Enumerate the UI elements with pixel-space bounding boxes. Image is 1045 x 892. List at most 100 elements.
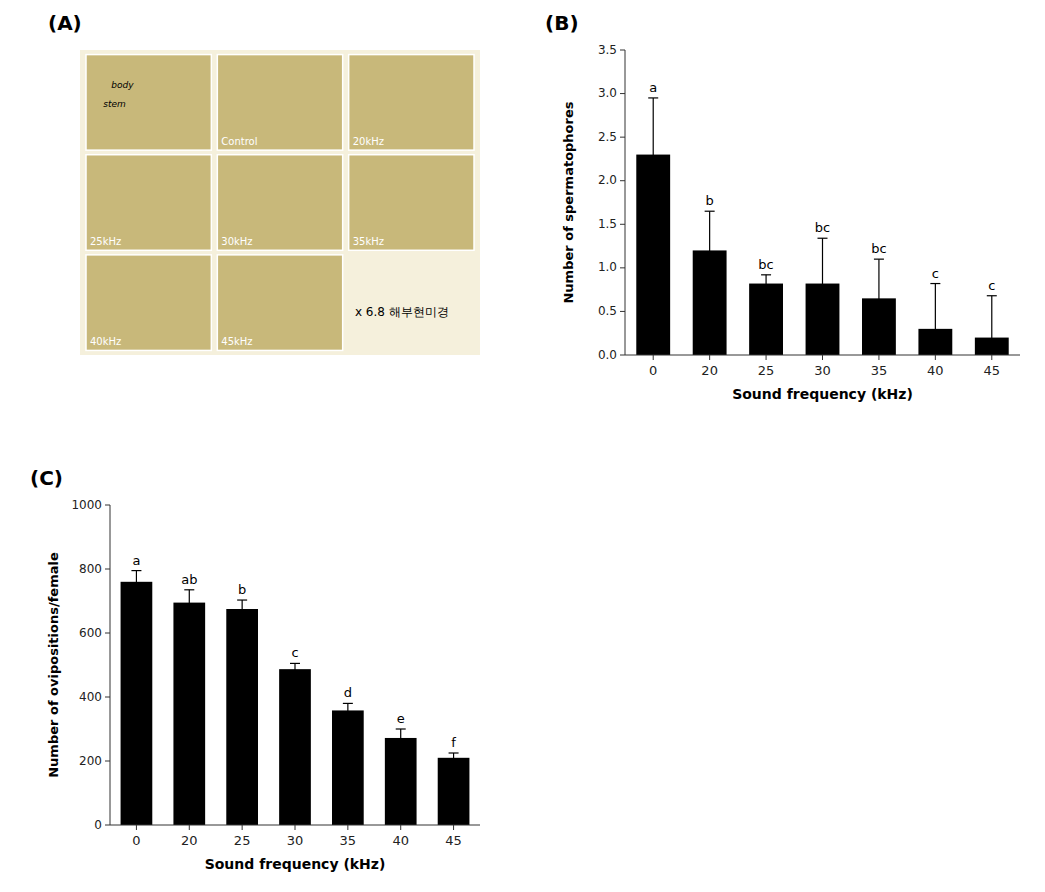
annotation: stem xyxy=(103,99,126,109)
significance-letter: b xyxy=(706,193,714,208)
bar xyxy=(121,582,153,825)
significance-letter: d xyxy=(344,685,352,700)
error-cap xyxy=(449,752,459,753)
y-axis-label: Number of ovipositions/female xyxy=(46,552,61,778)
x-tick-label: 30 xyxy=(287,833,304,848)
error-stem xyxy=(189,590,190,616)
x-tick xyxy=(242,825,243,830)
error-cap xyxy=(343,703,353,704)
error-stem xyxy=(935,284,936,355)
cell-label: 35kHz xyxy=(353,236,384,247)
error-bar xyxy=(705,211,715,289)
x-tick xyxy=(766,355,767,360)
caption: x 6.8 해부현미경 xyxy=(355,305,449,319)
error-stem xyxy=(242,600,243,618)
bar xyxy=(173,603,205,825)
x-tick-label: 25 xyxy=(758,363,775,378)
significance-letter: c xyxy=(291,645,298,660)
x-tick xyxy=(347,825,348,830)
image-cell xyxy=(349,55,474,151)
error-stem xyxy=(653,98,654,211)
error-cap xyxy=(290,674,300,675)
error-cap xyxy=(648,211,658,212)
error-stem xyxy=(294,663,295,675)
x-tick-label: 45 xyxy=(984,363,1001,378)
bar xyxy=(332,710,364,825)
y-axis xyxy=(110,505,111,825)
y-tick-label: 800 xyxy=(79,562,102,576)
image-cell xyxy=(217,55,342,151)
x-tick-label: 20 xyxy=(181,833,198,848)
error-cap xyxy=(987,295,997,296)
bar xyxy=(749,284,783,355)
y-tick-label: 0.0 xyxy=(598,348,617,362)
panel-background xyxy=(80,50,480,355)
error-stem xyxy=(822,238,823,329)
x-tick-label: 30 xyxy=(814,363,831,378)
x-tick-label: 0 xyxy=(649,363,657,378)
x-tick xyxy=(822,355,823,360)
error-cap xyxy=(818,238,828,239)
y-tick-label: 1.0 xyxy=(598,260,617,274)
significance-letter: c xyxy=(988,278,995,293)
error-cap xyxy=(761,292,771,293)
error-stem xyxy=(765,275,766,292)
y-tick xyxy=(620,224,625,225)
error-cap xyxy=(290,663,300,664)
error-bar xyxy=(930,284,940,355)
error-cap xyxy=(761,274,771,275)
bar-panel: 0.00.51.01.52.02.53.03.5abbcbcbccc020253… xyxy=(545,11,1020,402)
y-tick-label: 200 xyxy=(79,754,102,768)
y-tick xyxy=(105,569,110,570)
error-bar xyxy=(184,590,194,616)
y-tick-label: 2.5 xyxy=(598,130,617,144)
significance-letter: c xyxy=(932,266,939,281)
bar xyxy=(385,738,417,825)
y-tick-label: 0.5 xyxy=(598,304,617,318)
significance-letter: bc xyxy=(815,220,830,235)
bar xyxy=(279,669,311,825)
x-axis-label: Sound frequency (kHz) xyxy=(205,856,386,872)
error-stem xyxy=(400,729,401,747)
error-cap xyxy=(343,717,353,718)
error-cap xyxy=(184,615,194,616)
panel-label: (C) xyxy=(30,466,63,490)
error-bar xyxy=(761,275,771,292)
y-tick xyxy=(620,93,625,94)
x-tick xyxy=(878,355,879,360)
y-tick-label: 3.5 xyxy=(598,43,617,57)
x-tick xyxy=(189,825,190,830)
error-stem xyxy=(136,571,137,593)
x-tick xyxy=(453,825,454,830)
error-stem xyxy=(991,296,992,355)
x-tick-label: 40 xyxy=(927,363,944,378)
bars xyxy=(636,98,1008,355)
x-tick-label: 0 xyxy=(132,833,140,848)
significance-letter: f xyxy=(451,735,456,750)
x-tick xyxy=(709,355,710,360)
y-tick xyxy=(620,180,625,181)
error-bar xyxy=(237,600,247,618)
error-cap xyxy=(449,762,459,763)
y-tick xyxy=(620,50,625,51)
y-tick xyxy=(105,505,110,506)
error-cap xyxy=(396,728,406,729)
image-cell xyxy=(86,155,211,251)
error-cap xyxy=(874,259,884,260)
x-axis-label: Sound frequency (kHz) xyxy=(732,386,913,402)
significance-letter: b xyxy=(238,582,246,597)
error-cap xyxy=(930,283,940,284)
y-tick xyxy=(105,825,110,826)
figure: Control20kHz25kHz30kHz35kHz40kHz45kHzbod… xyxy=(0,0,1045,892)
y-tick-label: 2.0 xyxy=(598,173,617,187)
image-panel: Control20kHz25kHz30kHz35kHz40kHz45kHzbod… xyxy=(48,11,480,355)
bar xyxy=(226,609,258,825)
y-tick-label: 400 xyxy=(79,690,102,704)
y-axis xyxy=(625,50,626,355)
y-tick-label: 0 xyxy=(94,818,102,832)
error-bar xyxy=(343,703,353,717)
significance-letter: e xyxy=(397,711,405,726)
error-cap xyxy=(705,211,715,212)
cell-label: 45kHz xyxy=(221,336,252,347)
significance-letter: bc xyxy=(871,241,886,256)
